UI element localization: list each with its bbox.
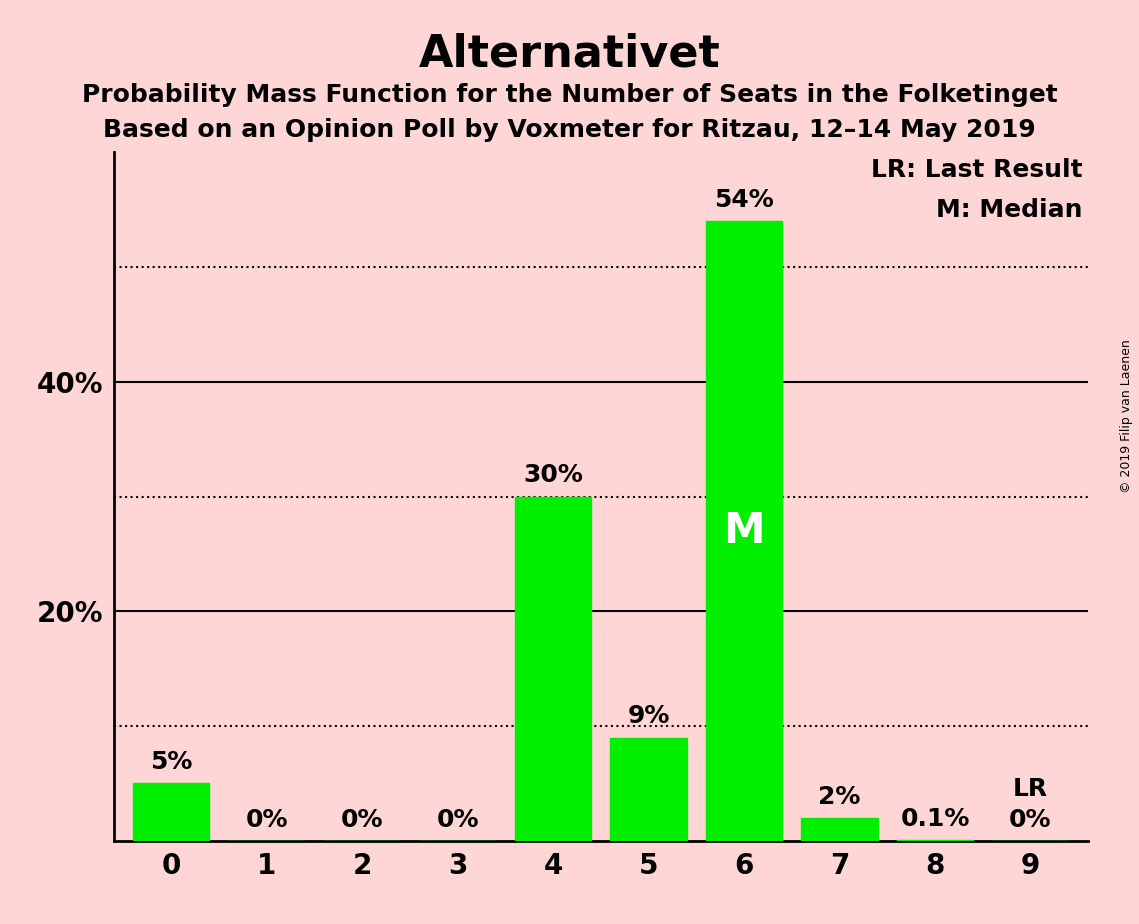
Bar [611, 737, 687, 841]
Bar [706, 222, 782, 841]
Text: M: Median: M: Median [936, 199, 1083, 223]
Text: 30%: 30% [523, 464, 583, 488]
Text: © 2019 Filip van Laenen: © 2019 Filip van Laenen [1121, 339, 1133, 492]
Bar [896, 840, 973, 841]
Bar [515, 497, 591, 841]
Text: Probability Mass Function for the Number of Seats in the Folketinget: Probability Mass Function for the Number… [82, 83, 1057, 107]
Text: 2%: 2% [818, 784, 861, 808]
Text: 0%: 0% [1009, 808, 1051, 832]
Text: Alternativet: Alternativet [419, 32, 720, 76]
Text: 54%: 54% [714, 188, 773, 213]
Text: 0.1%: 0.1% [900, 807, 969, 831]
Text: M: M [723, 510, 764, 552]
Text: LR: LR [1013, 777, 1048, 801]
Text: LR: Last Result: LR: Last Result [871, 158, 1083, 182]
Text: 9%: 9% [628, 704, 670, 728]
Text: 0%: 0% [341, 808, 384, 832]
Text: Based on an Opinion Poll by Voxmeter for Ritzau, 12–14 May 2019: Based on an Opinion Poll by Voxmeter for… [104, 118, 1035, 142]
Text: 0%: 0% [436, 808, 478, 832]
Bar [133, 784, 210, 841]
Bar [802, 818, 878, 841]
Text: 0%: 0% [245, 808, 288, 832]
Text: 5%: 5% [150, 750, 192, 774]
